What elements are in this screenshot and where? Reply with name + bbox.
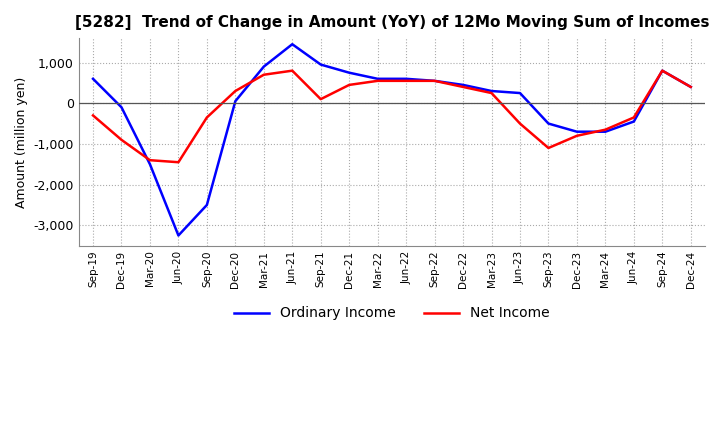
Net Income (516, 121, 524, 126)
Net Income (629, 115, 638, 120)
Net Income (686, 84, 695, 90)
Title: [5282]  Trend of Change in Amount (YoY) of 12Mo Moving Sum of Incomes: [5282] Trend of Change in Amount (YoY) o… (75, 15, 709, 30)
Ordinary Income (658, 68, 667, 73)
Ordinary Income (601, 129, 610, 134)
Ordinary Income (231, 99, 240, 104)
Ordinary Income (316, 62, 325, 67)
Net Income (487, 90, 496, 95)
Net Income (145, 158, 154, 163)
Net Income (316, 96, 325, 102)
Net Income (544, 145, 553, 150)
Ordinary Income (202, 202, 211, 208)
Legend: Ordinary Income, Net Income: Ordinary Income, Net Income (229, 301, 555, 326)
Ordinary Income (288, 41, 297, 47)
Net Income (459, 84, 467, 90)
Ordinary Income (174, 233, 183, 238)
Ordinary Income (145, 161, 154, 167)
Net Income (572, 133, 581, 139)
Y-axis label: Amount (million yen): Amount (million yen) (15, 76, 28, 208)
Ordinary Income (259, 64, 268, 69)
Net Income (288, 68, 297, 73)
Net Income (259, 72, 268, 77)
Ordinary Income (345, 70, 354, 75)
Ordinary Income (459, 82, 467, 88)
Net Income (431, 78, 439, 84)
Net Income (174, 160, 183, 165)
Net Income (374, 78, 382, 84)
Net Income (231, 88, 240, 94)
Ordinary Income (374, 76, 382, 81)
Net Income (658, 68, 667, 73)
Ordinary Income (572, 129, 581, 134)
Line: Ordinary Income: Ordinary Income (93, 44, 690, 235)
Net Income (345, 82, 354, 88)
Net Income (89, 113, 97, 118)
Net Income (202, 115, 211, 120)
Ordinary Income (431, 78, 439, 84)
Ordinary Income (516, 90, 524, 95)
Ordinary Income (629, 119, 638, 124)
Net Income (117, 137, 126, 143)
Net Income (601, 127, 610, 132)
Ordinary Income (117, 105, 126, 110)
Ordinary Income (89, 76, 97, 81)
Ordinary Income (487, 88, 496, 94)
Ordinary Income (402, 76, 410, 81)
Net Income (402, 78, 410, 84)
Line: Net Income: Net Income (93, 71, 690, 162)
Ordinary Income (544, 121, 553, 126)
Ordinary Income (686, 84, 695, 90)
